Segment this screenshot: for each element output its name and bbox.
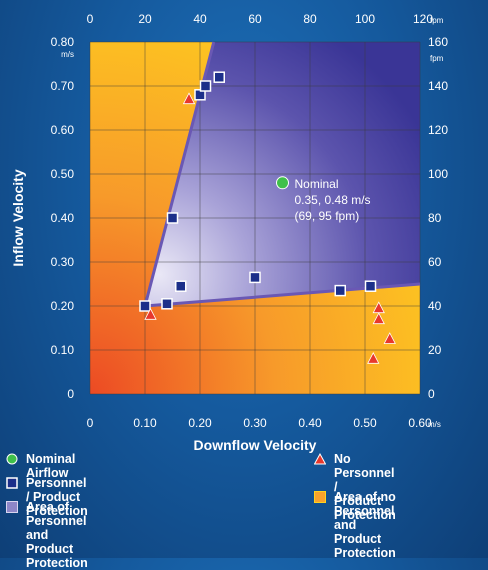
y-tick-label: 0.40 xyxy=(51,211,75,225)
y-tick-label: 0.20 xyxy=(51,299,75,313)
marker-no-personnel-protection xyxy=(367,351,380,364)
legend-item-nominal-airflow: Nominal Airflow xyxy=(4,452,75,480)
area-personnel-product-protection xyxy=(145,42,420,306)
marker-personnel-product-protection xyxy=(213,71,225,83)
y-tick-label: 0 xyxy=(67,387,74,401)
y-tick-label: 0.60 xyxy=(51,123,75,137)
y-tick-label: 0.30 xyxy=(51,255,75,269)
x-tick-label: 0.10 xyxy=(133,416,157,430)
x-top-tick-label: 80 xyxy=(303,12,317,26)
y-right-tick-label: 100 xyxy=(428,167,448,181)
y-right-tick-label: 20 xyxy=(428,343,442,357)
legend-label: Nominal Airflow xyxy=(26,452,76,480)
x-tick-label: 0.50 xyxy=(353,416,377,430)
x-top-tick-label: 100 xyxy=(355,12,375,26)
marker-personnel-product-protection xyxy=(166,212,179,224)
marker-personnel-product-protection xyxy=(334,284,346,297)
chart: 0 0.10 0.20 0.30 0.40 0.50 0.60m/s0 20 40 60 80 100… xyxy=(10,12,449,453)
x-top-tick-label: 60 xyxy=(248,12,262,26)
x-unit-label: m/s xyxy=(428,420,441,429)
marker-personnel-product-protection xyxy=(175,280,187,292)
x-axis-label: Downflow Velocity xyxy=(194,437,317,453)
legend-label: No Personnel / Product Protection xyxy=(334,452,396,522)
x-top-tick-label: 40 xyxy=(193,12,207,26)
marker-no-personnel-protection xyxy=(182,92,196,105)
y-tick-label: 0.10 xyxy=(51,343,75,357)
y-right-tick-label: 140 xyxy=(428,79,448,93)
marker-nominal-airflow xyxy=(276,176,289,190)
x-tick-label: 0 xyxy=(87,416,94,430)
x-top-tick-label: 120 xyxy=(413,12,433,26)
marker-no-personnel-protection xyxy=(144,307,157,320)
marker-no-personnel-protection xyxy=(383,332,396,344)
marker-personnel-product-protection xyxy=(249,271,261,284)
legend-label: Area of no Personnel and Product Protect… xyxy=(334,490,396,560)
legend-area-protection-icon xyxy=(4,500,20,513)
data-marks xyxy=(139,71,396,364)
legend-area-no-protection-icon xyxy=(312,490,328,503)
marker-personnel-product-protection xyxy=(139,300,151,312)
y-right-tick-label: 120 xyxy=(428,123,448,137)
legend-circle-icon xyxy=(4,452,20,465)
legend-item-area-personnel-protection: Area of Personnel and Product Protection xyxy=(4,500,88,570)
annotation-line-3: (69, 95 fpm) xyxy=(295,209,360,223)
legend-label: Personnel / Product Protection xyxy=(26,476,88,518)
legend-triangle-icon xyxy=(312,452,328,465)
y-tick-label: 0.70 xyxy=(51,79,75,93)
x-tick-label: 0.60 xyxy=(408,416,432,430)
marker-personnel-product-protection xyxy=(199,80,212,92)
marker-personnel-product-protection xyxy=(161,298,173,310)
y-right-tick-label: 60 xyxy=(428,255,442,269)
legend-item-area-no-protection: Area of no Personnel and Product Protect… xyxy=(312,490,396,560)
annotation-line-1: Nominal xyxy=(295,177,339,191)
y-right-unit-label: fpm xyxy=(430,54,444,63)
y-right-tick-label: 40 xyxy=(428,299,442,313)
legend-item-personnel-product-protection: Personnel / Product Protection xyxy=(4,476,88,518)
axis-ticks: 0 0.10 0.20 0.30 0.40 0.50 0.60m/s0 20 40 60 80 100… xyxy=(51,12,449,430)
y-unit-label: m/s xyxy=(61,50,74,59)
annotation-line-2: 0.35, 0.48 m/s xyxy=(295,193,371,207)
y-tick-label: 0.80 xyxy=(51,35,75,49)
legend-label: Area of Personnel and Product Protection xyxy=(26,500,88,570)
x-tick-label: 0.30 xyxy=(243,416,267,430)
x-top-unit-label: fpm xyxy=(430,16,444,25)
legend-item-no-personnel-protection: No Personnel / Product Protection xyxy=(312,452,396,522)
x-tick-label: 0.40 xyxy=(298,416,322,430)
marker-personnel-product-protection xyxy=(364,280,377,292)
y-right-tick-label: 0 xyxy=(428,387,435,401)
y-right-tick-label: 80 xyxy=(428,211,442,225)
marker-no-personnel-protection xyxy=(372,312,385,325)
x-top-tick-label: 0 xyxy=(87,12,94,26)
y-right-tick-label: 160 xyxy=(428,35,448,49)
x-tick-label: 0.20 xyxy=(188,416,212,430)
legend-square-icon xyxy=(4,476,20,489)
y-axis-label: Inflow Velocity xyxy=(10,169,26,266)
x-top-tick-label: 20 xyxy=(138,12,152,26)
y-tick-label: 0.50 xyxy=(51,167,75,181)
